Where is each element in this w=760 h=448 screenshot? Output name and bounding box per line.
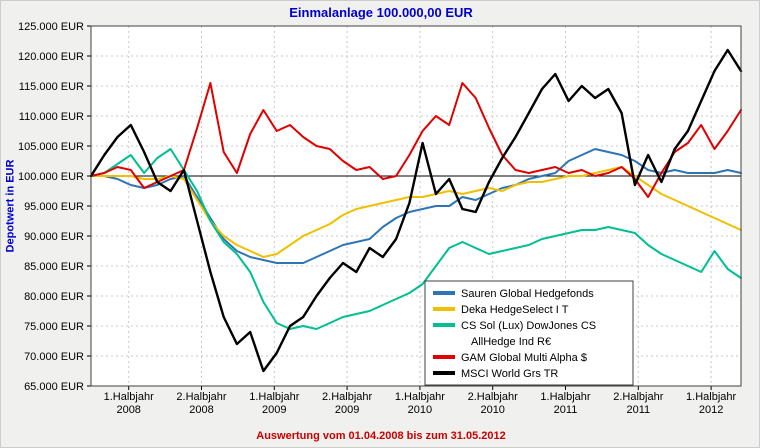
y-tick-label: 115.000 EUR	[19, 81, 84, 93]
x-tick-label: 2.Halbjahr 2011	[613, 391, 663, 416]
legend-label-2: CS Sol (Lux) DowJones CS	[461, 320, 596, 332]
y-tick-label: 75.000 EUR	[24, 321, 84, 333]
chart-title: Einmalanlage 100.000,00 EUR	[289, 5, 473, 20]
y-tick-label: 85.000 EUR	[24, 261, 84, 273]
x-tick-label: 1.Halbjahr 2010	[395, 391, 445, 416]
x-tick-label: 1.Halbjahr 2012	[686, 391, 736, 416]
series-line-4	[89, 48, 743, 373]
y-tick-label: 120.000 EUR	[18, 51, 84, 63]
plot-border	[90, 25, 742, 387]
legend-label-4: MSCI World Grs TR	[461, 368, 558, 380]
y-tick-label: 95.000 EUR	[24, 201, 84, 213]
y-tick-label: 65.000 EUR	[24, 381, 84, 393]
x-tick-label: 1.Halbjahr 2008	[104, 391, 154, 416]
y-tick-label: 80.000 EUR	[24, 291, 84, 303]
y-tick-label: 125.000 EUR	[18, 21, 84, 33]
legend-label-0: Sauren Global Hedgefonds	[461, 288, 594, 300]
x-tick-label: 2.Halbjahr 2009	[322, 391, 372, 416]
series-line-2	[90, 148, 742, 330]
x-tick-label: 2.Halbjahr 2008	[176, 391, 226, 416]
x-tick-label: 1.Halbjahr 2009	[249, 391, 299, 416]
y-tick-label: 105.000 EUR	[18, 141, 84, 153]
x-tick-label: 2.Halbjahr 2010	[468, 391, 518, 416]
y-tick-label: 90.000 EUR	[24, 231, 84, 243]
y-tick-label: 110.000 EUR	[19, 111, 84, 123]
legend-label-1: Deka HedgeSelect I T	[461, 304, 569, 316]
legend-box	[424, 280, 634, 386]
legend-label-2: AllHedge Ind R€	[471, 336, 551, 348]
y-tick-label: 100.000 EUR	[18, 171, 84, 183]
evaluation-period: Auswertung vom 01.04.2008 bis zum 31.05.…	[256, 430, 506, 442]
series-line-0	[90, 148, 742, 264]
y-tick-label: 70.000 EUR	[24, 351, 84, 363]
legend-label-3: GAM Global Multi Alpha $	[461, 352, 587, 364]
x-tick-label: 1.Halbjahr 2011	[540, 391, 590, 416]
